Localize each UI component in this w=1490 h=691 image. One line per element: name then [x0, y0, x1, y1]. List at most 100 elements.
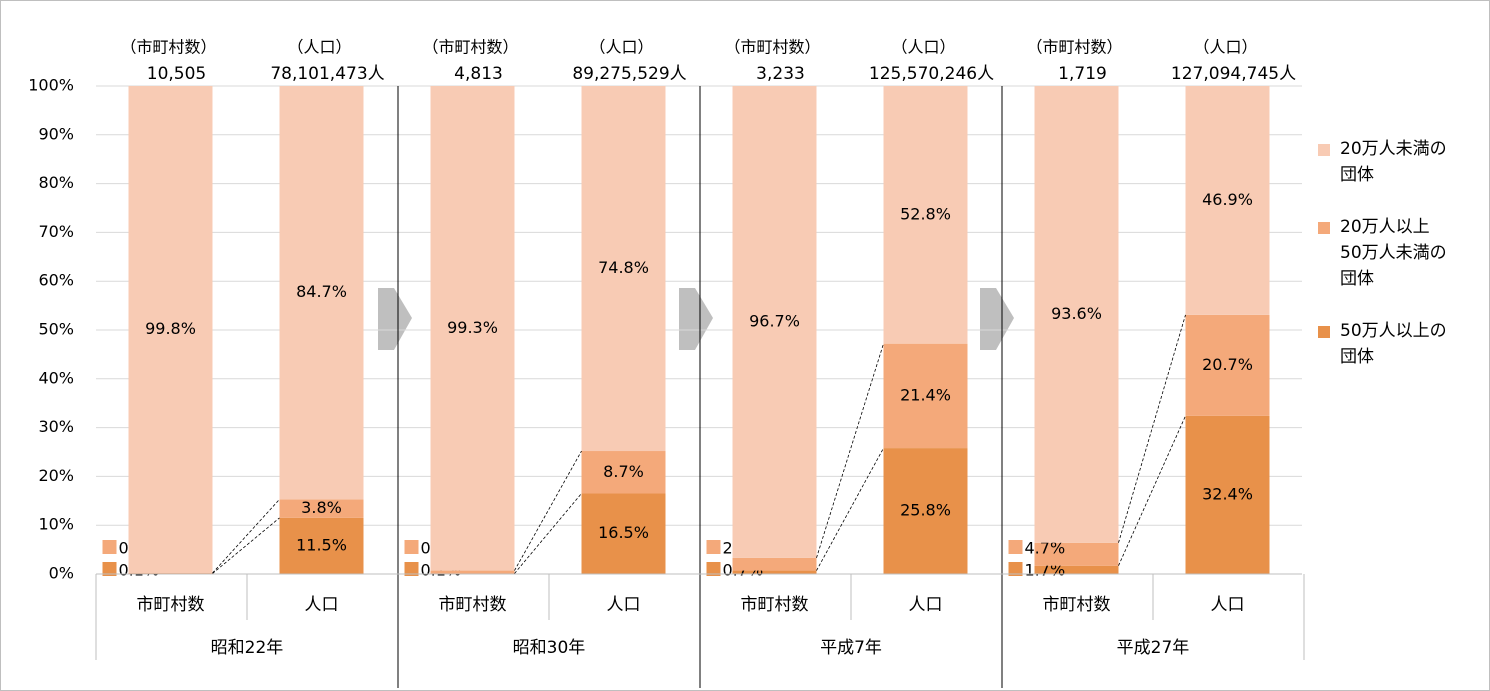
- label-swatch: [706, 562, 721, 576]
- legend-label: 20万人以上 50万人未満の 団体: [1340, 217, 1447, 289]
- y-tick-label: 80%: [38, 173, 74, 192]
- bar-segment: [732, 570, 817, 574]
- legend-swatch: [1318, 144, 1330, 156]
- connector: [212, 517, 280, 574]
- bar-segment: [732, 86, 817, 558]
- legend-item: 20万人未満の 団体: [1318, 136, 1488, 188]
- header-total: 1,719: [1058, 64, 1107, 84]
- value-label: 25.8%: [900, 501, 951, 520]
- x-tick-label: 人口: [1211, 595, 1245, 615]
- bar-segment: [581, 493, 666, 574]
- legend: 20万人未満の 団体 20万人以上 50万人未満の 団体 50万人以上の 団体: [1318, 136, 1488, 396]
- y-tick-label: 100%: [28, 76, 74, 95]
- x-tick-label: 人口: [909, 595, 943, 615]
- value-label: 3.8%: [301, 498, 342, 517]
- legend-swatch: [1318, 326, 1330, 338]
- value-label: 52.8%: [900, 204, 951, 223]
- connector: [816, 447, 884, 571]
- x-tick-label: 人口: [607, 595, 641, 615]
- bar-segment: [1185, 314, 1270, 416]
- value-label: 20.7%: [1202, 355, 1253, 374]
- header-total: 3,233: [756, 64, 805, 84]
- header-label: （市町村数）: [120, 38, 216, 57]
- bar-segment: [732, 557, 817, 571]
- value-label: 32.4%: [1202, 484, 1253, 503]
- label-swatch: [102, 540, 117, 554]
- header-label: （市町村数）: [1026, 38, 1122, 57]
- value-label: 99.8%: [145, 319, 196, 338]
- bar-segment: [1185, 415, 1270, 574]
- x-tick-label: 市町村数: [1043, 595, 1111, 615]
- value-label: 99.3%: [447, 318, 498, 337]
- arrow: [980, 288, 1014, 350]
- y-tick-label: 40%: [38, 368, 74, 387]
- arrows: [378, 288, 1014, 350]
- y-tick-label: 60%: [38, 271, 74, 290]
- x-tick-label: 市町村数: [439, 595, 507, 615]
- label-swatch: [404, 562, 419, 576]
- header-label: （市町村数）: [422, 38, 518, 57]
- bar-segment: [883, 86, 968, 344]
- header-label: （人口）: [589, 38, 653, 57]
- connector: [1118, 314, 1186, 543]
- bar-segment: [430, 570, 515, 574]
- bar-segment: [883, 448, 968, 574]
- bar-segment: [581, 86, 666, 452]
- y-tick-label: 0%: [49, 564, 74, 583]
- y-tick-label: 50%: [38, 320, 74, 339]
- y-tick-label: 70%: [38, 222, 74, 241]
- label-swatch: [1008, 540, 1023, 554]
- bar-segment: [1034, 565, 1119, 574]
- label-swatch: [102, 562, 117, 576]
- label-swatch: [706, 540, 721, 554]
- value-label: 46.9%: [1202, 190, 1253, 209]
- header-total: 89,275,529人: [572, 64, 686, 84]
- label-swatch: [404, 540, 419, 554]
- arrow: [378, 288, 412, 350]
- value-label: 74.8%: [598, 258, 649, 277]
- group-label: 平成27年: [1117, 638, 1190, 658]
- group-label: 昭和22年: [211, 638, 284, 658]
- bar-segment: [1034, 542, 1119, 566]
- bar-segment: [279, 517, 364, 574]
- header-total: 4,813: [454, 64, 503, 84]
- bar-segment: [1185, 86, 1270, 315]
- header-total: 78,101,473人: [270, 64, 384, 84]
- legend-label: 20万人未満の 団体: [1340, 139, 1447, 185]
- header-total: 127,094,745人: [1171, 64, 1296, 84]
- connector: [514, 450, 582, 571]
- header-label: （人口）: [287, 38, 351, 57]
- connector: [212, 499, 280, 574]
- legend-item: 20万人以上 50万人未満の 団体: [1318, 214, 1488, 292]
- value-label: 11.5%: [296, 535, 347, 554]
- legend-label: 50万人以上の 団体: [1340, 321, 1447, 367]
- bar-segment: [883, 343, 968, 449]
- y-tick-label: 10%: [38, 515, 74, 534]
- x-tick-label: 人口: [305, 595, 339, 615]
- connector: [514, 493, 582, 574]
- legend-item: 50万人以上の 団体: [1318, 318, 1488, 370]
- group-label: 昭和30年: [513, 638, 586, 658]
- bar-segment: [279, 499, 364, 518]
- value-label: 93.6%: [1051, 304, 1102, 323]
- x-tick-label: 市町村数: [137, 595, 205, 615]
- bar-segment: [430, 86, 515, 571]
- header-total: 10,505: [147, 64, 206, 84]
- y-tick-label: 30%: [38, 417, 74, 436]
- bar-segment: [581, 451, 666, 494]
- bar-segment: [279, 86, 364, 500]
- y-tick-label: 90%: [38, 124, 74, 143]
- bar-segment: [1034, 86, 1119, 543]
- value-label: 4.7%: [1025, 539, 1066, 558]
- connector: [1118, 415, 1186, 566]
- arrow: [679, 288, 713, 350]
- header-label: （市町村数）: [724, 38, 820, 57]
- header-label: （人口）: [1193, 38, 1257, 57]
- value-label: 84.7%: [296, 282, 347, 301]
- legend-swatch: [1318, 222, 1330, 234]
- x-tick-label: 市町村数: [741, 595, 809, 615]
- value-label: 8.7%: [603, 462, 644, 481]
- header-label: （人口）: [891, 38, 955, 57]
